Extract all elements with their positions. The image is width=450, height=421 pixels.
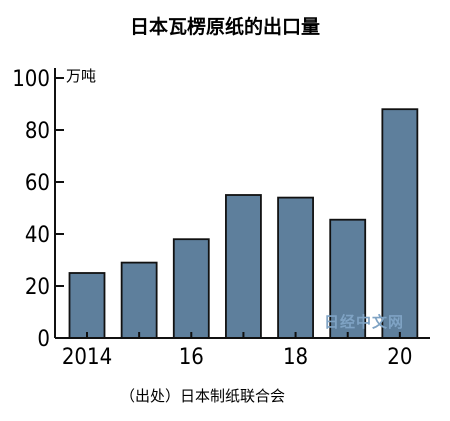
y-tick-label: 80 — [25, 119, 50, 144]
watermark: 日经中文网 — [324, 313, 404, 331]
x-tick-label: 18 — [283, 345, 308, 370]
x-tick-label: 16 — [179, 345, 204, 370]
y-tick-label: 40 — [25, 223, 50, 248]
y-tick-label: 100 — [12, 67, 50, 92]
bar-2015 — [120, 261, 158, 339]
x-tick-label: 20 — [387, 345, 412, 370]
unit-label: 万吨 — [66, 67, 96, 85]
bars — [68, 108, 419, 339]
bar-16 — [172, 238, 210, 339]
x-axis: 2014 16 18 20 — [55, 332, 430, 370]
bar-2017 — [225, 194, 262, 339]
y-tick-label: 20 — [25, 275, 50, 300]
bar-18 — [277, 196, 314, 339]
y-tick-label: 60 — [25, 171, 50, 196]
bar-2014 — [68, 272, 106, 339]
x-tick-label: 2014 — [62, 345, 112, 370]
y-axis: 0 20 40 60 80 100 — [12, 67, 64, 352]
bar-20 — [381, 108, 419, 339]
chart-title: 日本瓦楞原纸的出口量 — [130, 15, 320, 38]
source-note: （出处）日本制纸联合会 — [120, 387, 285, 405]
y-tick-label: 0 — [37, 327, 50, 352]
